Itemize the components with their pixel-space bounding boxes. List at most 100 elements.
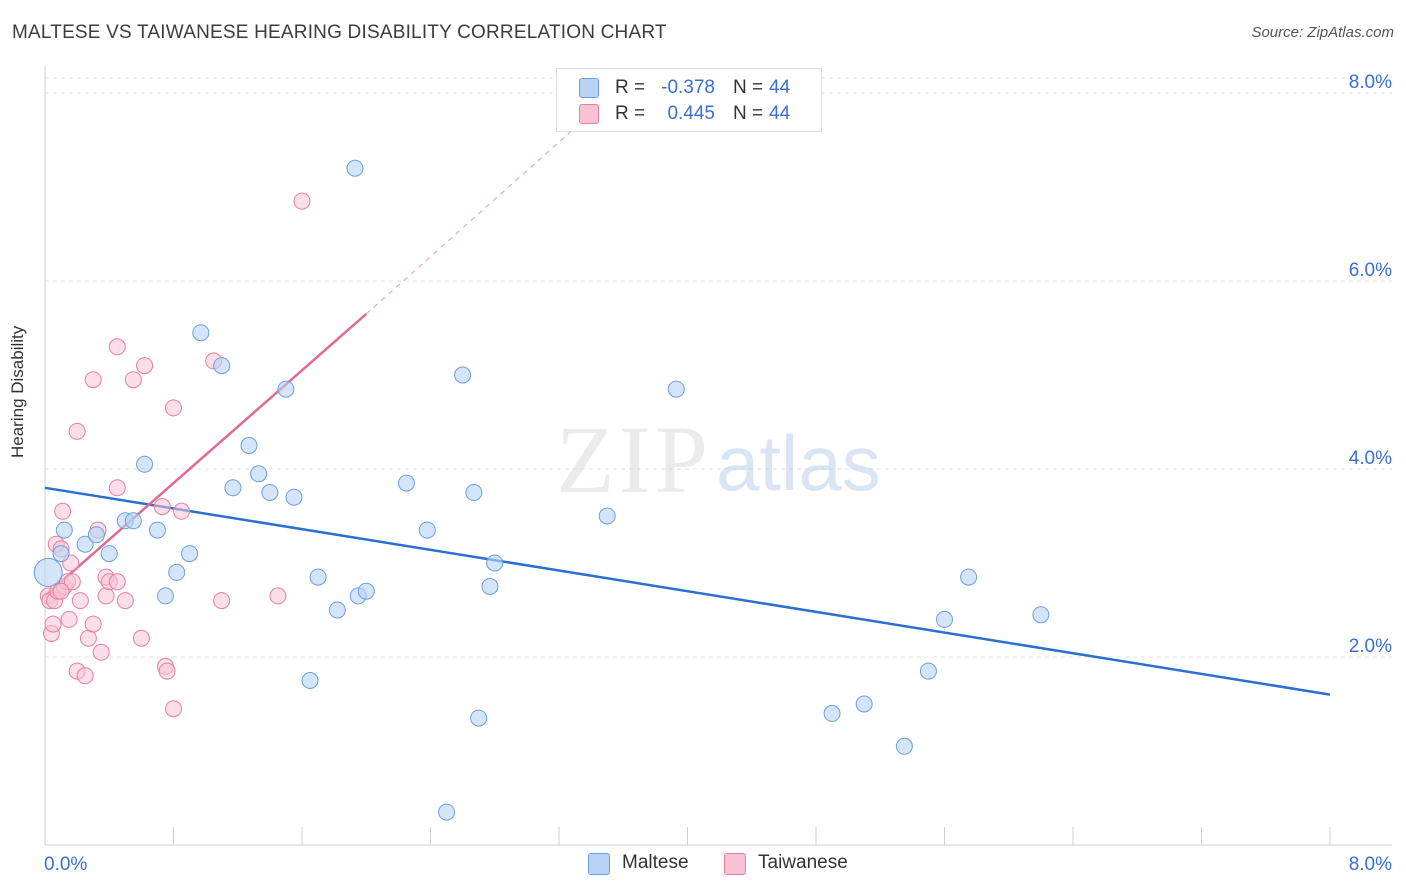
maltese-point — [136, 455, 154, 473]
taiwanese-point — [68, 422, 86, 440]
maltese-point — [277, 380, 295, 398]
maltese-point — [168, 563, 186, 581]
taiwanese-point — [124, 371, 142, 389]
taiwanese-point — [108, 338, 126, 356]
maltese-point — [960, 568, 978, 586]
n-label: N = — [733, 103, 764, 124]
watermark-atlas: atlas — [716, 419, 881, 507]
taiwanese-swatch — [724, 853, 746, 875]
maltese-trend-line — [44, 486, 1331, 696]
taiwanese-point — [84, 615, 102, 633]
maltese-point — [250, 465, 268, 483]
r-label: R = — [615, 77, 646, 98]
maltese-point — [328, 601, 346, 619]
maltese-point — [855, 695, 873, 713]
maltese-point — [55, 521, 73, 539]
maltese-swatch — [588, 853, 610, 875]
taiwanese-point — [116, 592, 134, 610]
taiwanese-trend-line — [44, 312, 368, 597]
maltese-point — [285, 488, 303, 506]
maltese-point — [438, 803, 456, 821]
r-value: -0.378 — [661, 77, 715, 98]
taiwanese-point — [76, 667, 94, 685]
y-tick-label: 6.0% — [1349, 260, 1392, 281]
trend-lines — [44, 130, 1331, 696]
maltese-point — [895, 737, 913, 755]
watermark: ZIP atlas — [556, 406, 881, 513]
legend-label: Taiwanese — [758, 852, 848, 873]
maltese-point — [213, 357, 231, 375]
maltese-point — [667, 380, 685, 398]
axes — [44, 66, 1392, 846]
maltese-swatch — [579, 78, 599, 98]
taiwanese-point — [293, 192, 311, 210]
maltese-point — [100, 545, 118, 563]
x-tick-label: 0.0% — [44, 854, 87, 875]
maltese-point — [33, 557, 63, 587]
maltese-point — [454, 366, 472, 384]
n-value: 44 — [769, 77, 791, 98]
legend-row-taiwanese: R = 0.445 N = 44 — [557, 103, 821, 125]
maltese-point — [823, 704, 841, 722]
r-value: 0.445 — [667, 103, 715, 124]
y-tick-label: 2.0% — [1349, 636, 1392, 657]
maltese-point — [465, 484, 483, 501]
tick-labels: 2.0% 4.0% 6.0% 8.0% 0.0% 8.0% — [44, 72, 1392, 875]
maltese-point — [418, 521, 436, 539]
maltese-point — [397, 474, 415, 492]
maltese-point — [156, 587, 174, 605]
taiwanese-point — [60, 610, 78, 628]
watermark-zip: ZIP — [556, 406, 712, 513]
taiwanese-point — [63, 573, 81, 591]
taiwanese-point — [132, 629, 150, 647]
taiwanese-point — [136, 357, 154, 375]
r-label: R = — [615, 103, 646, 124]
maltese-point — [52, 545, 70, 563]
n-label: N = — [733, 77, 764, 98]
maltese-point — [486, 554, 504, 572]
maltese-point — [76, 535, 94, 553]
maltese-point — [181, 545, 199, 563]
maltese-point — [309, 568, 327, 586]
maltese-point — [124, 512, 142, 530]
maltese-point — [919, 662, 937, 680]
taiwanese-point — [158, 662, 176, 680]
maltese-point — [261, 484, 279, 501]
taiwanese-point — [153, 498, 171, 516]
chart-title: MALTESE VS TAIWANESE HEARING DISABILITY … — [12, 22, 667, 43]
taiwanese-point — [79, 629, 97, 647]
maltese-point — [301, 672, 319, 689]
maltese-point — [598, 507, 616, 525]
maltese-point — [481, 578, 499, 595]
taiwanese-point — [97, 587, 115, 605]
legend-row-maltese: R = -0.378 N = 44 — [557, 77, 821, 99]
taiwanese-point — [165, 700, 182, 718]
taiwanese-point — [84, 371, 102, 389]
taiwanese-trend-extension — [365, 130, 573, 315]
y-tick-label: 8.0% — [1349, 72, 1392, 93]
maltese-point — [240, 437, 258, 454]
taiwanese-point — [54, 502, 72, 520]
maltese-point — [87, 526, 105, 544]
y-tick-label: 4.0% — [1349, 448, 1392, 469]
grid-lines — [45, 77, 1392, 658]
maltese-point — [357, 582, 375, 600]
n-value: 44 — [769, 103, 791, 124]
taiwanese-point — [269, 587, 287, 605]
taiwanese-point — [108, 573, 126, 591]
correlation-legend: R = -0.378 N = 44 R = 0.445 N = 44 — [556, 68, 822, 132]
taiwanese-point — [173, 502, 191, 520]
taiwanese-point — [165, 399, 182, 417]
taiwanese-point — [52, 582, 70, 600]
maltese-points — [33, 159, 1050, 821]
x-tick-label: 8.0% — [1349, 854, 1392, 875]
maltese-point — [192, 324, 210, 342]
maltese-point — [470, 709, 488, 727]
taiwanese-point — [92, 643, 110, 661]
maltese-point — [346, 159, 364, 177]
legend-label: Maltese — [622, 852, 689, 873]
taiwanese-point — [44, 615, 62, 633]
maltese-point — [1032, 606, 1050, 624]
taiwanese-point — [108, 479, 126, 497]
